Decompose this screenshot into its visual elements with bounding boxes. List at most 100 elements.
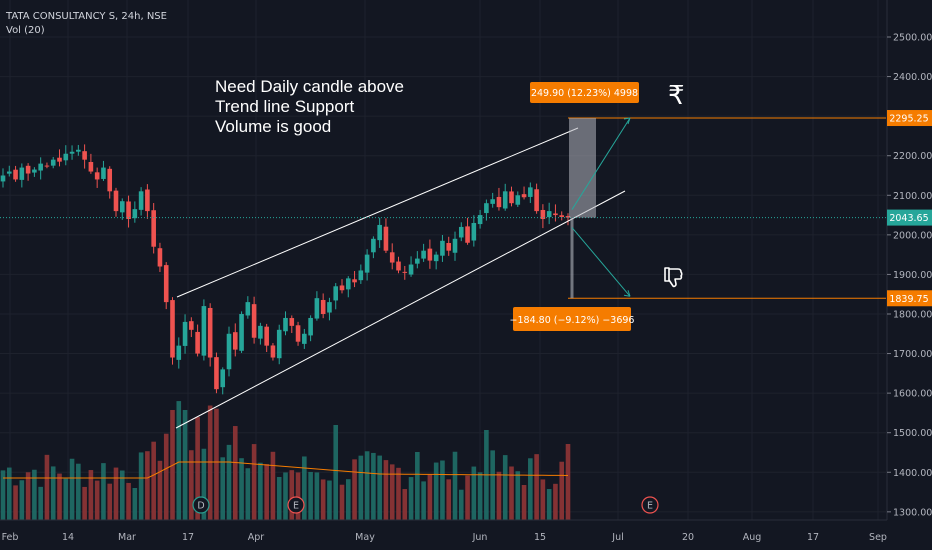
candle-body (502, 191, 508, 209)
candle-body (94, 172, 100, 180)
volume-bar (471, 466, 477, 520)
volume-bar (69, 458, 75, 520)
volume-bar (82, 486, 87, 520)
volume-bar (559, 461, 565, 520)
candle-body (264, 326, 269, 346)
target-price-tag (887, 110, 932, 127)
volume-bar (333, 425, 339, 520)
candle-body (113, 190, 119, 212)
candle-body (101, 167, 106, 179)
stop-price-tag (887, 290, 932, 307)
volume-bar (132, 487, 138, 520)
volume-ma-line (3, 461, 569, 479)
volume-bar (308, 471, 313, 520)
volume-bar (182, 410, 188, 520)
candle-body (465, 226, 470, 243)
volume-bar (145, 451, 150, 520)
candle-body (239, 313, 244, 351)
candle-body (396, 261, 401, 271)
volume-bar (320, 479, 326, 520)
candle-body (553, 213, 558, 216)
candle-body (371, 238, 376, 253)
candle-body (559, 215, 565, 218)
candle-body (565, 216, 571, 218)
candle-body (251, 304, 257, 338)
time-tick-label: 20 (682, 532, 694, 543)
candle-body (132, 209, 138, 219)
volume-bar (364, 451, 370, 520)
volume-bar (0, 470, 6, 520)
volume-bar (465, 475, 470, 520)
volume-bar (565, 444, 571, 520)
time-tick-label: Aug (743, 532, 762, 543)
volume-bar (232, 426, 238, 520)
volume-bar (220, 457, 226, 520)
volume-bar (490, 450, 495, 520)
thumbs-down-hand (668, 268, 683, 288)
current-price-tag (887, 209, 932, 226)
event-marker-circle (287, 496, 305, 514)
time-tick-label: Mar (118, 532, 136, 543)
candle-body (433, 254, 439, 262)
note-line-2: Trend line Support (215, 97, 355, 116)
candle-body (170, 300, 175, 358)
volume-bar (283, 472, 288, 520)
candle-body (339, 285, 345, 291)
volume-bar (226, 444, 232, 520)
candle-body (76, 149, 81, 152)
candle-body (19, 167, 25, 180)
stop-price-label: 1839.75 (889, 294, 928, 305)
symbol-line: TATA CONSULTANCY S, 24h, NSE (6, 11, 167, 22)
volume-bar (345, 479, 351, 520)
price-tick-label: 1300.00 (893, 507, 932, 518)
thumbs-down-icon (664, 267, 683, 288)
volume-bar (251, 444, 257, 520)
candle-body (515, 195, 521, 205)
volume-bar (32, 469, 37, 520)
measure-down-label-box (513, 307, 631, 331)
volume-bar (377, 455, 382, 520)
volume-bar (383, 460, 389, 520)
volume-bar (352, 459, 357, 520)
volume-bar (371, 452, 376, 520)
price-tick-label: 2200.00 (893, 151, 932, 162)
time-tick-label: Feb (2, 532, 19, 543)
candle-body (352, 279, 357, 283)
candle-body (50, 159, 56, 166)
candle-body (201, 306, 207, 356)
candle-body (232, 332, 238, 350)
volume-bar (113, 467, 119, 520)
candle-body (176, 345, 182, 360)
candle-body (57, 157, 62, 162)
chart-legend: TATA CONSULTANCY S, 24h, NSE Vol (20) (6, 10, 167, 38)
candle-body (245, 302, 251, 316)
candle-body (69, 151, 75, 154)
candle-body (446, 243, 452, 251)
volume-bar (151, 441, 156, 520)
candle-body (364, 254, 370, 273)
candle-body (402, 271, 408, 273)
candle-body (44, 165, 50, 167)
candle-body (358, 270, 364, 281)
candle-body (314, 298, 320, 319)
volume-bar (402, 489, 408, 520)
candle-body (283, 317, 288, 332)
candle-body (458, 226, 464, 238)
candle-body (126, 201, 131, 220)
measure-up-label-box (530, 82, 639, 103)
candle-body (25, 165, 31, 174)
time-tick-label: 15 (534, 532, 546, 543)
candle-body (157, 248, 163, 267)
candle-body (320, 299, 326, 314)
volume-bar (314, 472, 320, 520)
candle-body (82, 151, 87, 160)
trade-note: Need Daily candle above Trend line Suppo… (215, 77, 404, 137)
volume-bar (289, 470, 295, 520)
volume-bar (157, 460, 163, 520)
candle-body (276, 329, 282, 359)
volume-bar (540, 479, 546, 520)
arrowhead-down (623, 290, 631, 297)
rupee-icon: ₹ (668, 81, 685, 111)
projection-up-arrow (571, 117, 631, 210)
